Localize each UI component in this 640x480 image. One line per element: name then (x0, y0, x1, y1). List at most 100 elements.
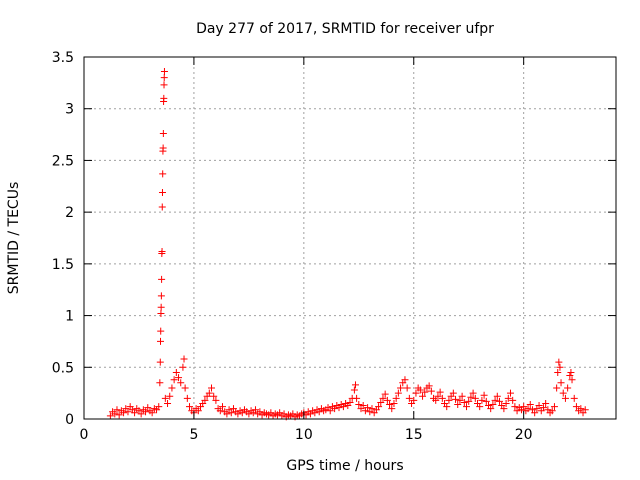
data-point (502, 399, 510, 407)
data-point (570, 394, 578, 402)
data-point (427, 387, 435, 395)
data-point (412, 389, 420, 397)
data-point (566, 372, 574, 380)
data-point (390, 399, 398, 407)
data-point (487, 405, 495, 413)
y-tick-label: 1.5 (52, 257, 74, 273)
x-tick-label: 20 (515, 427, 533, 443)
data-points (106, 67, 589, 421)
data-point (410, 396, 418, 404)
data-point (548, 407, 556, 415)
data-point (158, 247, 166, 255)
data-point (434, 392, 442, 400)
data-point (493, 392, 501, 400)
data-point (142, 408, 150, 416)
data-point (179, 363, 187, 371)
data-point (158, 275, 166, 283)
data-point (227, 409, 235, 417)
data-point (567, 368, 575, 376)
data-point (386, 401, 394, 409)
data-point (454, 401, 462, 409)
data-point (425, 382, 433, 390)
data-point (158, 203, 166, 211)
y-axis-label: SRMTID / TECUs (6, 182, 22, 295)
x-tick-label: 5 (189, 427, 198, 443)
data-point (394, 389, 402, 397)
data-point (392, 394, 400, 402)
data-point (326, 407, 334, 415)
data-point (156, 379, 164, 387)
data-point (388, 405, 396, 413)
data-point (554, 368, 562, 376)
data-point (355, 401, 363, 409)
data-point (346, 398, 354, 406)
data-point (106, 412, 114, 420)
data-point (436, 388, 444, 396)
data-point (520, 403, 528, 411)
plot-frame (83, 56, 617, 420)
data-point (157, 337, 165, 345)
data-point (131, 409, 139, 417)
data-point (137, 410, 145, 418)
data-point (381, 390, 389, 398)
data-point (535, 402, 543, 410)
data-point (177, 379, 185, 387)
y-tick-label: 0 (65, 412, 74, 428)
data-point (159, 130, 167, 138)
data-point (175, 374, 183, 382)
data-point (449, 389, 457, 397)
data-point (403, 384, 411, 392)
data-point (208, 384, 216, 392)
data-point (148, 409, 156, 417)
data-point (469, 389, 477, 397)
data-point (432, 396, 440, 404)
data-point (542, 399, 550, 407)
data-point (419, 392, 427, 400)
data-point (186, 403, 194, 411)
data-point (160, 94, 168, 102)
data-point (581, 406, 589, 414)
data-point (183, 394, 191, 402)
data-point (160, 81, 168, 89)
data-point (572, 403, 580, 411)
data-point (416, 386, 424, 394)
data-point (350, 386, 358, 394)
data-point (377, 398, 385, 406)
data-point (379, 394, 387, 402)
data-point (511, 403, 519, 411)
data-point (463, 403, 471, 411)
data-point (359, 402, 367, 410)
data-point (124, 408, 132, 416)
y-tick-label: 3 (65, 102, 74, 118)
data-point (443, 403, 451, 411)
data-point (482, 397, 490, 405)
data-point (445, 396, 453, 404)
data-point (559, 389, 567, 397)
data-point (160, 67, 168, 75)
y-tick-label: 2.5 (52, 153, 74, 169)
x-tick-label: 15 (405, 427, 423, 443)
data-point (159, 144, 167, 152)
data-point (218, 403, 226, 411)
data-point (471, 394, 479, 402)
data-point (465, 397, 473, 405)
data-point (159, 170, 167, 178)
data-point (405, 394, 413, 402)
data-point (160, 74, 168, 82)
data-point (194, 407, 202, 415)
data-point (157, 327, 165, 335)
data-point (251, 406, 259, 414)
data-point (157, 303, 165, 311)
data-point (201, 396, 209, 404)
data-point (166, 392, 174, 400)
data-point (564, 384, 572, 392)
data-point (476, 403, 484, 411)
data-point (556, 363, 564, 371)
data-point (438, 394, 446, 402)
data-point (467, 393, 475, 401)
data-point (216, 407, 224, 415)
data-point (170, 376, 178, 384)
data-point (495, 397, 503, 405)
